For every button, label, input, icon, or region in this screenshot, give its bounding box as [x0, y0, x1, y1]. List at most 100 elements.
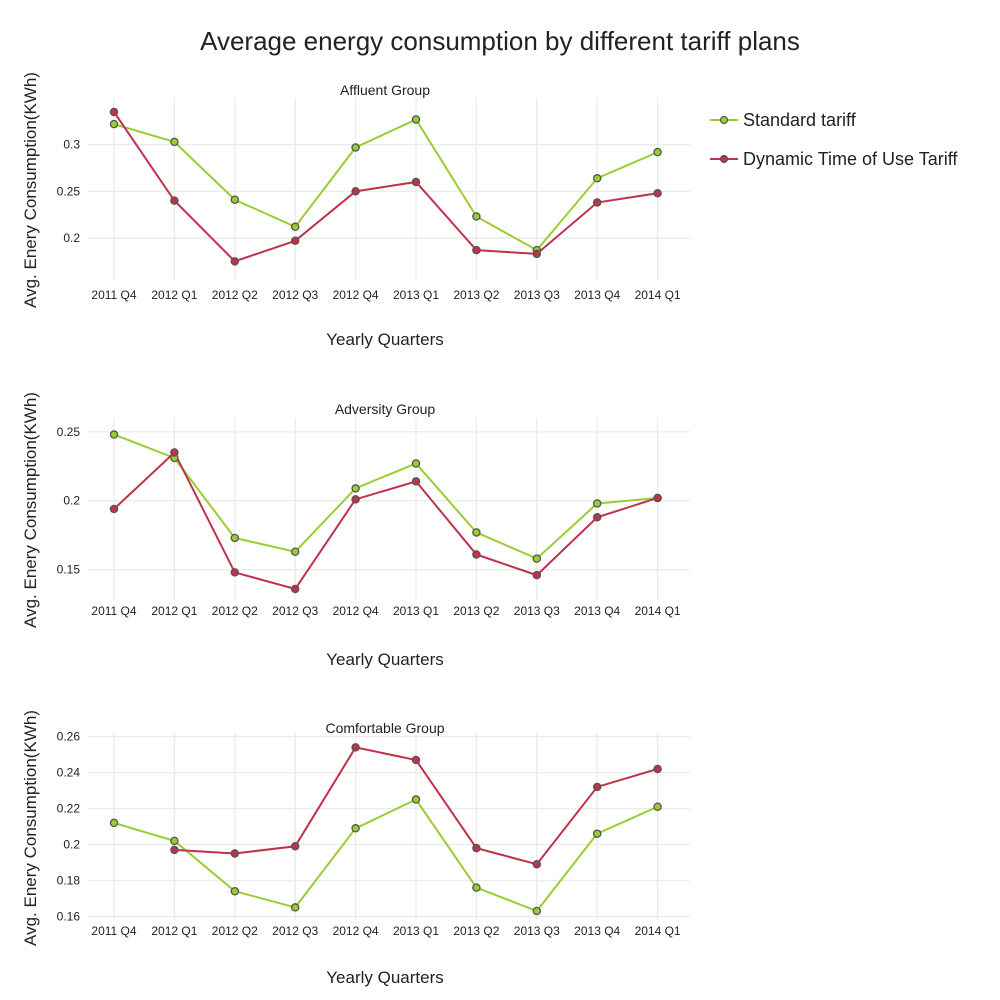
x-tick-label: 2012 Q4	[333, 288, 379, 302]
x-tick-label: 2012 Q1	[151, 604, 197, 618]
panel-3: 0.16 0.18 0.2 0.22 0.24 0.26 2011 Q4 2012 Q1 201…	[21, 710, 690, 987]
x-tick-label: 2013 Q4	[574, 288, 620, 302]
x-tick-label: 2013 Q3	[514, 924, 560, 938]
data-point-standard[interactable]	[230, 886, 240, 896]
data-point-standard[interactable]	[532, 554, 542, 563]
data-point-dynamic[interactable]	[653, 493, 662, 503]
chart-panels: 0.2 0.25 0.3 2011 Q4 2012 Q1 2012 Q2 2012 Q3 20…	[21, 72, 690, 987]
legend-item-dynamic[interactable]: Dynamic Time of Use Tariff	[710, 149, 958, 169]
data-point-standard[interactable]	[290, 222, 300, 232]
data-point-dynamic[interactable]	[351, 743, 360, 752]
x-tick-label: 2013 Q3	[514, 604, 560, 618]
x-tick-label: 2013 Q1	[393, 288, 439, 302]
x-axis-label: Yearly Quarters	[326, 650, 443, 669]
data-point-standard[interactable]	[351, 484, 360, 493]
data-point-dynamic[interactable]	[230, 257, 240, 266]
data-point-standard[interactable]	[109, 430, 119, 439]
x-tick-label: 2012 Q3	[272, 924, 318, 938]
y-tick-label: 0.2	[63, 494, 80, 508]
data-point-dynamic[interactable]	[472, 245, 481, 255]
data-point-dynamic[interactable]	[351, 495, 360, 504]
data-point-dynamic[interactable]	[411, 177, 421, 187]
panel-1: 0.2 0.25 0.3 2011 Q4 2012 Q1 2012 Q2 2012 Q3 20…	[21, 72, 690, 349]
x-tick-label: 2012 Q1	[151, 288, 197, 302]
legend-swatch-marker	[719, 154, 729, 164]
data-point-standard[interactable]	[592, 829, 602, 838]
data-point-standard[interactable]	[109, 119, 119, 129]
data-point-dynamic[interactable]	[170, 196, 179, 205]
data-point-standard[interactable]	[653, 147, 662, 157]
data-point-standard[interactable]	[532, 906, 542, 916]
data-point-standard[interactable]	[109, 818, 119, 828]
data-point-standard[interactable]	[592, 174, 602, 183]
data-point-dynamic[interactable]	[653, 764, 662, 774]
panel-title: Comfortable Group	[325, 720, 444, 736]
data-point-dynamic[interactable]	[170, 448, 179, 457]
data-point-dynamic[interactable]	[290, 236, 300, 246]
x-tick-label: 2012 Q2	[212, 924, 258, 938]
legend-item-standard[interactable]: Standard tariff	[710, 110, 857, 130]
data-point-standard[interactable]	[290, 903, 300, 912]
data-point-standard[interactable]	[170, 836, 179, 846]
x-tick-label: 2013 Q2	[453, 924, 499, 938]
data-point-dynamic[interactable]	[472, 550, 481, 559]
y-tick-label: 0.22	[57, 802, 81, 816]
data-point-dynamic[interactable]	[351, 187, 360, 196]
series-line-dynamic	[113, 111, 658, 263]
data-point-dynamic[interactable]	[170, 845, 179, 855]
data-point-dynamic[interactable]	[653, 188, 662, 198]
x-tick-label: 2012 Q1	[151, 924, 197, 938]
data-point-dynamic[interactable]	[290, 584, 300, 594]
data-point-dynamic[interactable]	[230, 568, 240, 577]
data-point-dynamic[interactable]	[592, 198, 602, 207]
data-point-dynamic[interactable]	[109, 107, 119, 117]
data-point-standard[interactable]	[290, 547, 300, 556]
series-line-standard	[113, 433, 658, 560]
data-point-standard[interactable]	[472, 528, 481, 537]
panel-title: Affluent Group	[340, 82, 430, 98]
data-point-dynamic[interactable]	[532, 570, 542, 580]
y-tick-label: 0.2	[63, 231, 80, 245]
x-tick-label: 2012 Q2	[212, 604, 258, 618]
data-point-dynamic[interactable]	[472, 843, 481, 853]
x-tick-label: 2013 Q1	[393, 604, 439, 618]
data-point-dynamic[interactable]	[592, 782, 602, 792]
series-line-standard	[113, 118, 658, 252]
data-point-standard[interactable]	[351, 824, 360, 833]
y-tick-label: 0.3	[63, 138, 80, 152]
data-point-standard[interactable]	[472, 212, 481, 221]
data-point-standard[interactable]	[653, 802, 662, 811]
data-point-standard[interactable]	[411, 459, 421, 468]
legend-label: Dynamic Time of Use Tariff	[743, 149, 958, 169]
data-point-dynamic[interactable]	[230, 849, 240, 858]
data-point-standard[interactable]	[411, 795, 421, 804]
x-tick-label: 2011 Q4	[91, 288, 136, 302]
data-point-dynamic[interactable]	[532, 860, 542, 869]
data-point-dynamic[interactable]	[290, 842, 300, 851]
data-point-standard[interactable]	[411, 115, 421, 124]
y-tick-label: 0.25	[57, 184, 81, 198]
x-tick-label: 2014 Q1	[635, 288, 681, 302]
data-point-dynamic[interactable]	[532, 249, 542, 259]
chart-legend: Standard tariff Dynamic Time of Use Tari…	[710, 110, 958, 169]
x-tick-label: 2013 Q4	[574, 924, 620, 938]
data-point-standard[interactable]	[170, 137, 179, 147]
y-tick-label: 0.26	[57, 730, 81, 744]
data-point-dynamic[interactable]	[411, 755, 421, 765]
data-point-standard[interactable]	[472, 883, 481, 892]
x-tick-label: 2011 Q4	[91, 924, 136, 938]
data-point-standard[interactable]	[351, 143, 360, 152]
data-point-dynamic[interactable]	[592, 513, 602, 522]
y-tick-label: 0.2	[63, 837, 80, 851]
x-tick-label: 2012 Q4	[333, 924, 379, 938]
y-tick-label: 0.25	[57, 425, 81, 439]
data-point-dynamic[interactable]	[411, 477, 421, 486]
data-point-standard[interactable]	[230, 195, 240, 204]
y-axis-label: Avg. Enery Consumption(KWh)	[21, 72, 40, 308]
data-point-standard[interactable]	[592, 499, 602, 508]
x-tick-label: 2012 Q3	[272, 288, 318, 302]
data-point-standard[interactable]	[230, 533, 240, 543]
y-axis-label: Avg. Enery Consumption(KWh)	[21, 392, 40, 628]
data-point-dynamic[interactable]	[109, 504, 119, 514]
x-axis-label: Yearly Quarters	[326, 968, 443, 987]
